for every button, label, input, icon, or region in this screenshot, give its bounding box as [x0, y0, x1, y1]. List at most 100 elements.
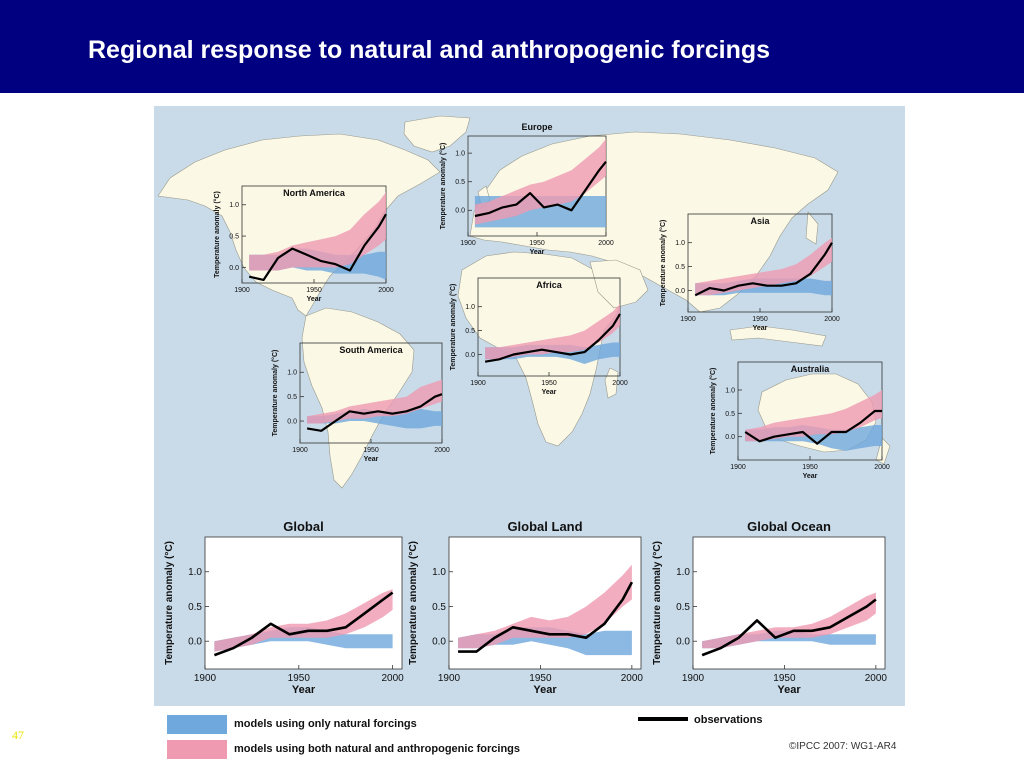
asia-ylabel: Temperature anomaly (°C) — [659, 220, 667, 307]
land-indonesia — [729, 325, 827, 347]
both-forcings-legend-label: models using both natural and anthropoge… — [234, 743, 521, 755]
global-ocean-xtick-label: 1950 — [773, 673, 796, 684]
observations-legend-line — [638, 717, 688, 721]
land-japan — [805, 211, 819, 245]
global-ocean-ytick-label: 1.0 — [676, 567, 690, 578]
natural-forcings-swatch — [167, 715, 227, 734]
australia-chart: 0.0 0.5 1.0 1900 1950 2000 Year Temperature ano… — [709, 361, 890, 480]
north-america-ytick-label: 0.0 — [229, 265, 239, 272]
europe-title: Europe — [521, 122, 552, 132]
north-america-xtick-label: 2000 — [378, 287, 394, 294]
global-title: Global — [283, 519, 323, 534]
north-america-ytick-label: 0.5 — [229, 234, 239, 241]
africa-ytick-label: 0.0 — [465, 352, 475, 359]
global-ylabel: Temperature anomaly (°C) — [164, 541, 175, 665]
global-ocean-chart: 0.0 0.5 1.0 1900 1950 2000 Year Temperature ano… — [652, 519, 887, 696]
observations-legend-label: observations — [694, 714, 763, 726]
asia-ytick-label: 0.5 — [675, 264, 685, 271]
global-ocean-ytick-label: 0.0 — [676, 637, 690, 648]
australia-ytick-label: 0.5 — [725, 411, 735, 418]
global-xtick-label: 1900 — [194, 673, 217, 684]
global-ytick-label: 0.0 — [188, 637, 202, 648]
natural-forcings-legend-label: models using only natural forcings — [234, 718, 417, 730]
global-land-observations-line — [458, 581, 634, 653]
title-bar — [0, 0, 1024, 93]
north-america-xtick-label: 1950 — [306, 287, 322, 294]
global-xlabel: Year — [292, 684, 316, 696]
south-america-xtick-label: 1950 — [363, 447, 379, 454]
australia-ytick-label: 0.0 — [725, 434, 735, 441]
asia-xtick-label: 1950 — [752, 316, 768, 323]
europe-both-band — [474, 138, 606, 225]
south-america-ytick-label: 1.0 — [287, 370, 297, 377]
asia-xlabel: Year — [753, 325, 768, 332]
europe-xtick-label: 2000 — [598, 240, 614, 247]
asia-title: Asia — [750, 216, 770, 226]
south-america-xtick-label: 1900 — [292, 447, 308, 454]
slide-title: Regional response to natural and anthrop… — [88, 36, 771, 64]
north-america-chart: 0.0 0.5 1.0 1900 1950 2000 Year Temperature ano… — [213, 185, 394, 303]
europe-xtick-label: 1900 — [460, 240, 476, 247]
global-chart: 0.0 0.5 1.0 1900 1950 2000 Year Temperature ano… — [164, 519, 404, 696]
australia-xtick-label: 1900 — [730, 464, 746, 471]
global-ocean-xtick-label: 1900 — [682, 673, 705, 684]
africa-xtick-label: 2000 — [612, 380, 628, 387]
africa-chart: 0.0 0.5 1.0 1900 1950 2000 Year Temperature ano… — [449, 277, 628, 396]
south-america-xtick-label: 2000 — [434, 447, 450, 454]
north-america-observations-line — [248, 213, 387, 281]
global-xtick-label: 1950 — [288, 673, 311, 684]
south-america-ytick-label: 0.0 — [287, 418, 297, 425]
global-ocean-observations-line — [701, 598, 877, 657]
africa-both-band — [485, 304, 620, 360]
asia-both-band — [695, 237, 832, 296]
south-america-title: South America — [339, 345, 403, 355]
africa-ytick-label: 1.0 — [465, 304, 475, 311]
asia-xtick-label: 1900 — [680, 316, 696, 323]
north-america-ylabel: Temperature anomaly (°C) — [213, 191, 221, 278]
south-america-both-band — [307, 379, 442, 424]
north-america-ytick-label: 1.0 — [229, 202, 239, 209]
global-land-title: Global Land — [507, 519, 582, 534]
australia-ylabel: Temperature anomaly (°C) — [709, 368, 717, 455]
africa-ytick-label: 0.5 — [465, 328, 475, 335]
asia-ytick-label: 1.0 — [675, 240, 685, 247]
australia-both-band — [745, 390, 882, 442]
europe-ytick-label: 0.0 — [455, 208, 465, 215]
asia-xtick-label: 2000 — [824, 316, 840, 323]
global-xtick-label: 2000 — [381, 673, 404, 684]
europe-xlabel: Year — [530, 249, 545, 256]
global-ytick-label: 0.5 — [188, 602, 202, 613]
australia-ytick-label: 1.0 — [725, 387, 735, 394]
global-ocean-title: Global Ocean — [747, 519, 831, 534]
global-ytick-label: 1.0 — [188, 567, 202, 578]
global-land-ytick-label: 0.5 — [432, 602, 446, 613]
global-land-xtick-label: 2000 — [621, 673, 644, 684]
north-america-both-band — [249, 192, 386, 271]
australia-observations-line — [744, 409, 882, 445]
africa-observations-line — [484, 313, 621, 363]
land-new-zealand — [875, 437, 891, 465]
global-ocean-xtick-label: 2000 — [865, 673, 888, 684]
north-america-xlabel: Year — [307, 296, 322, 303]
land-arabia — [589, 259, 649, 309]
africa-title: Africa — [536, 280, 563, 290]
australia-xtick-label: 1950 — [802, 464, 818, 471]
australia-title: Australia — [791, 364, 831, 374]
global-ocean-both-band — [702, 592, 876, 649]
south-america-observations-line — [306, 393, 443, 432]
europe-chart: 0.0 0.5 1.0 1900 1950 2000 Year Temperature ano… — [439, 122, 614, 256]
global-both-band — [214, 589, 393, 652]
australia-xtick-label: 2000 — [874, 464, 890, 471]
europe-observations-line — [474, 161, 607, 218]
europe-xtick-label: 1950 — [529, 240, 545, 247]
africa-xtick-label: 1950 — [541, 380, 557, 387]
europe-ytick-label: 0.5 — [455, 179, 465, 186]
global-land-chart: 0.0 0.5 1.0 1900 1950 2000 Year Temperature ano… — [408, 519, 643, 696]
australia-xlabel: Year — [803, 473, 818, 480]
europe-ylabel: Temperature anomaly (°C) — [439, 143, 447, 230]
south-america-ytick-label: 0.5 — [287, 394, 297, 401]
north-america-title: North America — [283, 188, 346, 198]
global-observations-line — [213, 591, 394, 657]
land-madagascar — [604, 367, 619, 399]
asia-chart: 0.0 0.5 1.0 1900 1950 2000 Year Temperature ano… — [659, 213, 840, 332]
